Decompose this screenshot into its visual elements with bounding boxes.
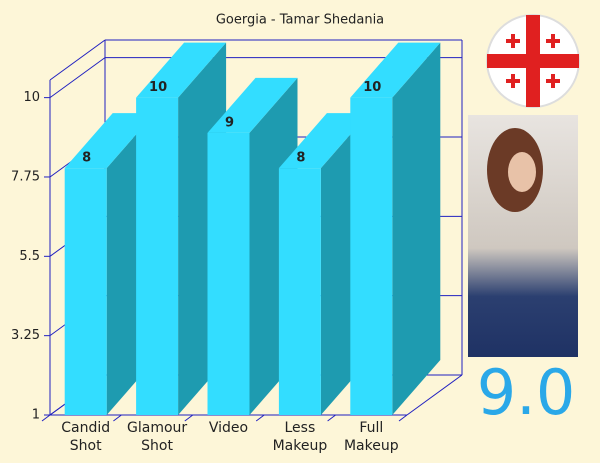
value-label: 9 [225, 115, 234, 130]
x-tick [327, 414, 336, 422]
bar [64, 168, 107, 415]
y-tick-label: 7.75 [11, 169, 40, 184]
bar [136, 97, 179, 415]
value-label: 10 [149, 80, 167, 95]
bar-top [64, 113, 155, 169]
photo [468, 115, 578, 357]
x-tick-label: Video [208, 420, 249, 436]
x-tick-label: Less Makeup [272, 420, 328, 454]
x-tick-label: Full Makeup [343, 420, 399, 454]
y-tick-label: 3.25 [11, 328, 40, 343]
score: 9.0 [476, 356, 576, 429]
axis-line [406, 374, 463, 416]
x-tick-label: Candid Shot [61, 420, 111, 454]
x-tick [398, 414, 408, 422]
bar-top [350, 42, 441, 98]
grid-line [49, 57, 106, 99]
y-tick-label: 1 [32, 408, 40, 423]
y-tick-label: 5.5 [19, 249, 40, 264]
chart-title: Goergia - Tamar Shedania [216, 13, 384, 28]
axis-line [49, 39, 106, 81]
flag [486, 14, 580, 108]
bar [278, 168, 321, 415]
x-tick [184, 414, 194, 422]
bar-top [278, 113, 369, 169]
value-label: 10 [363, 80, 381, 95]
y-tick-label: 10 [23, 90, 40, 105]
x-tick [41, 414, 51, 422]
bar-top [136, 42, 227, 98]
bar-top [207, 77, 298, 133]
bar [350, 97, 393, 415]
x-tick [113, 414, 122, 422]
x-tick [255, 414, 265, 422]
bar [207, 132, 250, 416]
x-tick-label: Glamour Shot [127, 420, 188, 454]
value-label: 8 [296, 151, 305, 166]
bar-side [392, 42, 441, 415]
value-label: 8 [82, 151, 91, 166]
